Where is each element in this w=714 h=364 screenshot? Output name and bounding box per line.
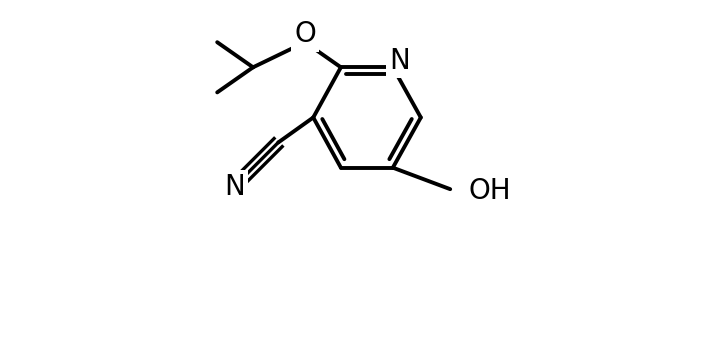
Text: OH: OH: [468, 177, 511, 205]
Text: N: N: [224, 173, 245, 201]
Text: N: N: [389, 47, 410, 75]
Text: O: O: [294, 20, 316, 48]
